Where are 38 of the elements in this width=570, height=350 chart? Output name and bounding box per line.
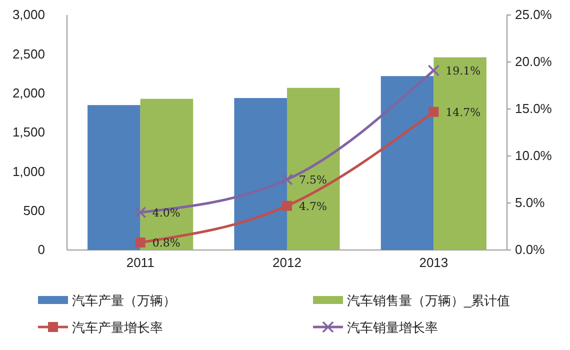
- y2-tick-label: 15.0%: [515, 101, 552, 116]
- data-label: 14.7%: [446, 106, 481, 119]
- y-tick-label: 2,000: [12, 85, 45, 100]
- x-tick-label: 2013: [419, 255, 448, 270]
- legend-label: 汽车产量（万辆）: [72, 293, 176, 308]
- y-tick-label: 3,000: [12, 7, 45, 22]
- data-label: 0.8%: [152, 236, 180, 250]
- x-tick-label: 2011: [126, 255, 154, 270]
- legend-label: 汽车销售量（万辆）_累计值: [347, 293, 510, 308]
- y-tick-label: 1,000: [12, 164, 45, 179]
- data-label: 4.7%: [299, 200, 327, 213]
- bar: [287, 88, 340, 250]
- y2-tick-label: 5.0%: [515, 195, 546, 210]
- legend-label: 汽车产量增长率: [72, 320, 163, 335]
- legend-label: 汽车销量增长率: [347, 320, 438, 335]
- point: [134, 206, 146, 218]
- y-tick-label: 2,500: [12, 46, 45, 62]
- point: [428, 64, 440, 76]
- y2-tick-label: 10.0%: [515, 148, 552, 164]
- point: [428, 106, 439, 117]
- y2-tick-label: 20.0%: [515, 54, 552, 70]
- bar: [140, 98, 194, 250]
- x-tick-label: 2012: [272, 255, 302, 270]
- y-tick-label: 1,500: [12, 124, 45, 140]
- y2-tick-label: 0.0%: [515, 242, 546, 258]
- bar: [434, 57, 486, 250]
- y-tick-label: 0: [38, 242, 45, 258]
- data-label: 4.0%: [152, 206, 180, 220]
- y-tick-label: 500: [23, 202, 45, 218]
- data-label: 19.1%: [446, 64, 481, 78]
- point: [282, 200, 292, 211]
- point: [281, 174, 293, 186]
- bar: [88, 105, 140, 250]
- bar: [234, 98, 287, 250]
- data-label: 7.5%: [299, 174, 327, 186]
- y2-tick-label: 25.0%: [515, 7, 552, 22]
- point: [135, 237, 146, 248]
- bar: [380, 76, 434, 250]
